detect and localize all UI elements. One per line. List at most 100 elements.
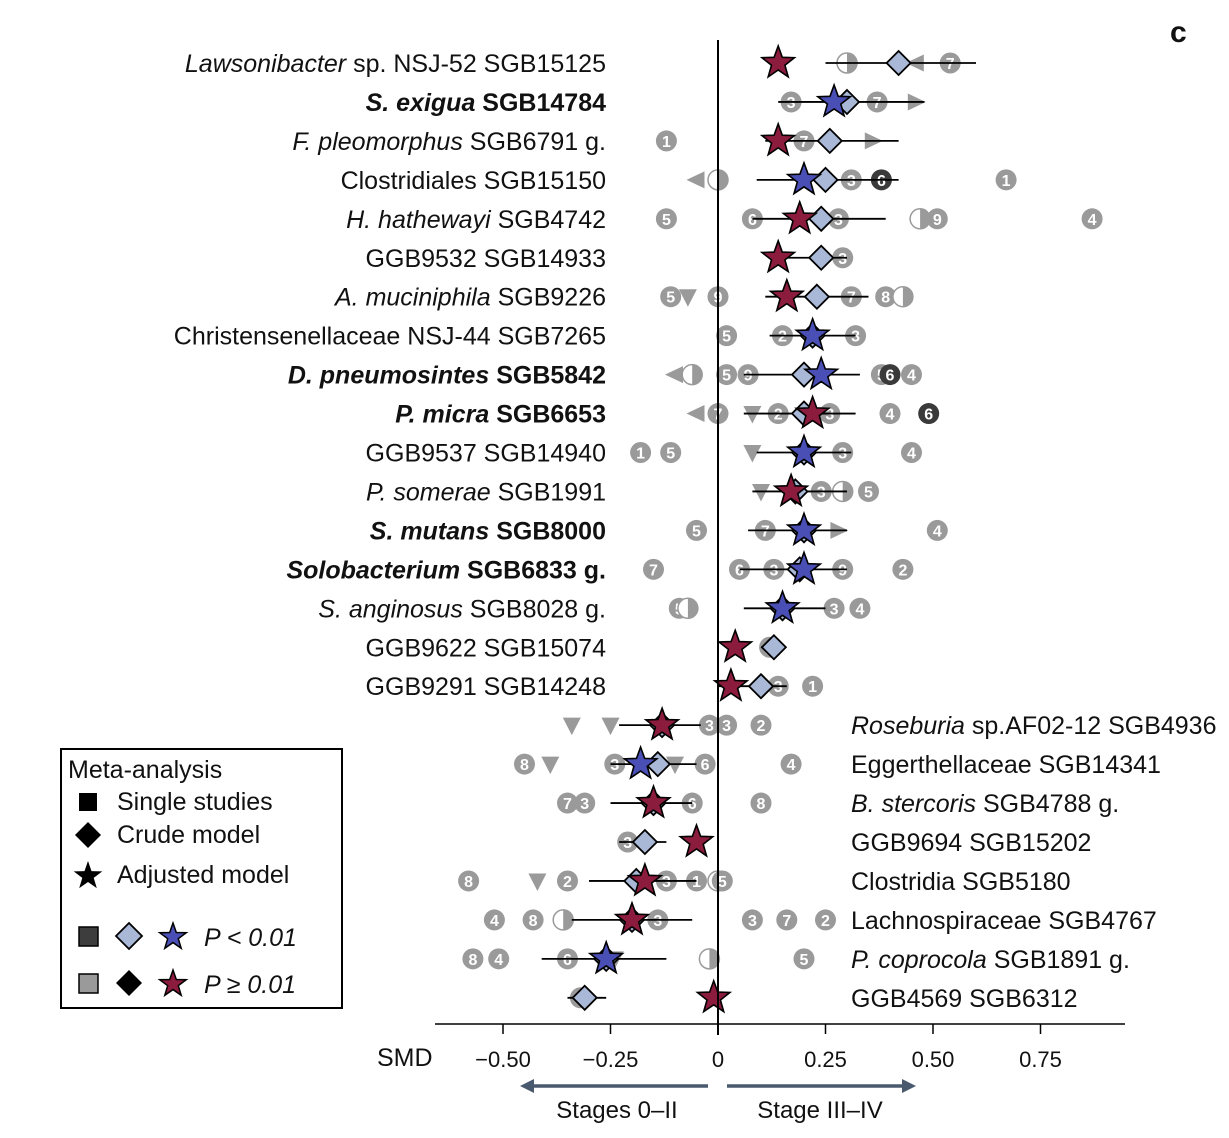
single-study-number: 3 — [610, 757, 619, 774]
legend-sig-star-icon — [157, 920, 189, 951]
row-label-text: SGB8000 — [489, 517, 606, 545]
adjusted-model-star — [626, 861, 664, 897]
forest-row: Clostridia SGB5180 8 2 3 1 5 — [458, 861, 1071, 897]
adjusted-model-star — [759, 238, 797, 274]
row-label-italic: P. coprocola — [851, 946, 987, 974]
single-study-number: 3 — [787, 95, 796, 112]
single-study-number: 8 — [464, 874, 473, 891]
single-study-halfcircle-fill — [563, 909, 574, 930]
single-study-circle — [655, 208, 677, 230]
single-study-number: 9 — [933, 212, 942, 229]
legend: Meta-analysis Single studies Crude model… — [60, 748, 343, 1009]
row-label-text: SGB9226 — [491, 284, 606, 312]
row-label-italic: A. muciniphila — [333, 284, 491, 312]
adjusted-model-star — [802, 355, 840, 391]
row-label-text: GGB9291 SGB14248 — [366, 673, 606, 701]
single-study-circle — [901, 442, 922, 463]
single-study-number: 8 — [881, 290, 890, 307]
single-study-number: 8 — [529, 913, 538, 930]
single-study-circle — [879, 364, 901, 386]
single-study-number: 4 — [787, 757, 796, 774]
single-study-number: 3 — [838, 446, 847, 463]
single-study-halfcircle-fill — [692, 364, 703, 385]
single-study-number: 3 — [580, 796, 589, 813]
single-study-number: 6 — [688, 796, 697, 813]
single-study-circle — [995, 169, 1017, 191]
x-tick-label: −0.50 — [475, 1047, 531, 1072]
single-study-circle — [879, 403, 901, 425]
single-study-number: 7 — [800, 134, 809, 151]
single-study-circle — [462, 948, 484, 970]
row-label-text: GGB9532 SGB14933 — [366, 245, 606, 273]
row-label-italic: Solobacterium — [286, 556, 460, 584]
forest-row: GGB9694 SGB15202 3 — [617, 822, 1091, 858]
single-study-number: 1 — [808, 679, 817, 696]
row-label-text: GGB4569 SGB6312 — [851, 985, 1078, 1013]
single-study-circle — [716, 714, 738, 736]
adjusted-model-star — [764, 588, 801, 625]
single-study-circle — [815, 909, 836, 931]
single-study-number: 7 — [873, 95, 882, 112]
left-direction-label: Stages 0–II — [556, 1097, 677, 1124]
single-study-circle — [750, 792, 772, 814]
forest-row: GGB9537 SGB14940 1 5 3 4 — [366, 433, 922, 469]
row-label: B. stercoris SGB4788 g. — [851, 790, 1119, 818]
row-label-italic: S. anginosus — [318, 595, 463, 623]
row-label: P. coprocola SGB1891 g. — [851, 946, 1130, 974]
single-study-number: 9 — [744, 368, 753, 385]
x-tick-label: 0.75 — [1019, 1047, 1062, 1072]
single-study-number: 1 — [1002, 173, 1011, 190]
forest-row: S. mutans SGB8000 5 7 4 — [370, 511, 948, 547]
adjusted-model-star — [794, 394, 832, 430]
single-study-triangle — [666, 756, 684, 775]
row-label-text: Christensenellaceae NSJ-44 SGB7265 — [174, 323, 606, 351]
single-study-triangle — [752, 483, 770, 502]
single-study-number: 3 — [851, 329, 860, 346]
single-study-number: 5 — [662, 212, 671, 229]
row-label: Christensenellaceae NSJ-44 SGB7265 — [174, 323, 606, 351]
single-study-circle — [926, 519, 948, 541]
forest-row: GGB9532 SGB14933 3 — [366, 238, 854, 274]
single-study-number: 4 — [907, 368, 916, 385]
direction-arrows: Stages 0–II Stage III–IV — [520, 1079, 916, 1124]
adjusted-model-star — [785, 550, 823, 585]
single-study-number: 7 — [847, 290, 856, 307]
row-label-text: GGB9537 SGB14940 — [366, 440, 606, 468]
crude-model-diamond — [812, 166, 839, 194]
legend-nonsig-diamond-icon — [116, 970, 142, 996]
legend-star-icon — [73, 861, 103, 889]
row-label-text: GGB9694 SGB15202 — [851, 829, 1091, 857]
single-study-circle — [686, 519, 707, 541]
single-study-number: 3 — [847, 173, 856, 190]
adjusted-model-star — [643, 705, 681, 741]
row-label-text: SGB6791 g. — [463, 128, 606, 156]
row-label: P. somerae SGB1991 — [366, 478, 606, 506]
row-label-text: Clostridiales SGB15150 — [341, 167, 606, 195]
single-study-number: 8 — [468, 952, 477, 969]
single-study-circle — [793, 948, 815, 970]
single-study-circle — [630, 442, 652, 463]
legend-sig-square-icon — [78, 926, 99, 947]
row-label: A. muciniphila SGB9226 — [333, 284, 606, 312]
single-study-circle — [655, 130, 677, 152]
row-label: GGB9291 SGB14248 — [366, 673, 606, 701]
row-label: S. anginosus SGB8028 g. — [318, 595, 606, 623]
single-study-circle — [1081, 208, 1103, 230]
single-study-number: 7 — [649, 562, 658, 579]
forest-row: Lachnospiraceae SGB4767 4 8 3 3 7 2 — [483, 900, 1157, 936]
single-study-triangle — [541, 756, 560, 775]
single-study-circle — [901, 364, 922, 386]
row-label-text: SGB1991 — [491, 478, 606, 506]
single-study-triangle — [686, 405, 705, 423]
row-label-text: SGB6653 — [489, 401, 606, 429]
row-label: GGB4569 SGB6312 — [851, 985, 1078, 1013]
row-label: D. pneumosintes SGB5842 — [288, 362, 606, 390]
row-label-italic: Lawsonibacter — [185, 50, 348, 78]
single-study-number: 2 — [821, 913, 830, 930]
x-tick-label: 0.25 — [804, 1047, 847, 1072]
single-study-halfcircle-fill — [842, 481, 853, 502]
single-study-number: 5 — [864, 484, 873, 501]
single-study-number: 2 — [898, 562, 907, 579]
row-label-text: SGB5842 — [489, 362, 606, 390]
single-study-number: 6 — [563, 952, 572, 969]
